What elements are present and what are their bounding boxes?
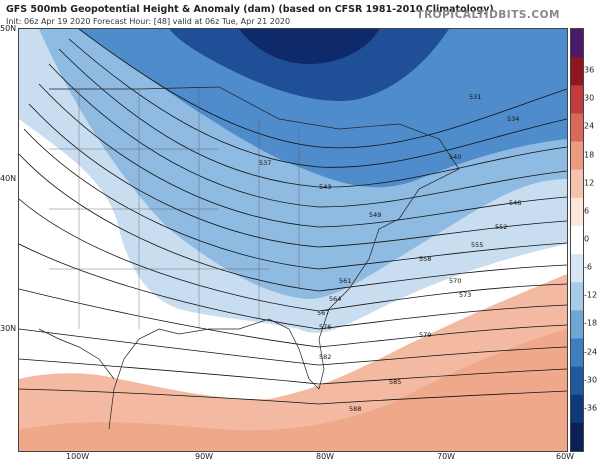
contour-label: 588	[349, 405, 361, 413]
colorbar-swatches	[571, 29, 583, 452]
contour-label: 537	[259, 159, 271, 167]
colorbar-swatch	[571, 225, 583, 255]
contour-label: 573	[459, 291, 471, 299]
colorbar-tick-label: 12	[584, 178, 595, 188]
height-contours	[19, 29, 567, 405]
colorbar-tick-label: 6	[584, 206, 590, 216]
anomaly-dark-blue	[169, 29, 449, 101]
colorbar-tick-label: -12	[584, 290, 598, 300]
contour-label: 579	[419, 331, 431, 339]
colorbar-tick-label: -30	[584, 375, 598, 385]
contour-label: 564	[329, 295, 341, 303]
colorbar-swatch	[571, 338, 583, 368]
contour-label: 549	[369, 211, 381, 219]
contour-label: 561	[339, 277, 351, 285]
colorbar-swatch	[571, 366, 583, 396]
contour-label: 531	[469, 93, 481, 101]
lon-label-100w: 100W	[66, 452, 90, 461]
colorbar-swatch	[571, 310, 583, 339]
contour-label: 540	[449, 153, 461, 161]
state-borders	[49, 89, 300, 329]
contour-label: 567	[317, 309, 329, 317]
colorbar-tick-label: -6	[584, 262, 592, 272]
colorbar-tick-label: -36	[584, 403, 598, 413]
brand-watermark: TROPICALTIDBITS.COM	[416, 9, 560, 21]
colorbar-swatch	[571, 141, 583, 171]
chart-title: GFS 500mb Geopotential Height & Anomaly …	[6, 4, 494, 15]
lon-label-70w: 70W	[437, 452, 456, 461]
anomaly-darkest-blue	[239, 29, 379, 64]
colorbar-swatch	[571, 254, 583, 283]
colorbar-tick-label: -18	[584, 318, 598, 328]
lon-label-80w: 80W	[316, 452, 335, 461]
contour-label: 576	[319, 323, 331, 331]
colorbar-tick-label: 36	[584, 65, 595, 75]
lat-label-40n: 40N	[0, 174, 17, 183]
colorbar-tick-label: -24	[584, 347, 598, 357]
colorbar-tick-label: 24	[584, 121, 595, 131]
colorbar-swatch	[571, 57, 583, 86]
colorbar-swatch	[571, 169, 583, 199]
contour-label: 555	[471, 241, 483, 249]
colorbar-swatch	[571, 197, 583, 227]
contour-label: 582	[319, 353, 331, 361]
colorbar-tick-label: 30	[584, 93, 595, 103]
contour-label: 534	[507, 115, 519, 123]
contour-label: 558	[419, 255, 431, 263]
map-panel: 531 534 537 540 543 546 549 552 555 558 561 564 567 5…	[18, 28, 568, 452]
lat-label-50n: 50N	[0, 24, 17, 33]
chart-subtitle: Init: 06z Apr 19 2020 Forecast Hour: [48…	[6, 17, 291, 26]
colorbar-swatch	[571, 422, 583, 452]
colorbar-tick-label: 0	[584, 234, 590, 244]
contour-label: 585	[389, 378, 401, 386]
colorbar-swatch	[571, 29, 583, 58]
contour-label: 552	[495, 223, 507, 231]
colorbar-swatch	[571, 282, 583, 311]
colorbar	[570, 28, 584, 452]
colorbar-swatch	[571, 113, 583, 143]
coastlines	[38, 86, 460, 430]
lon-label-60w: 60W	[556, 452, 575, 461]
lat-label-30n: 30N	[0, 324, 17, 333]
colorbar-tick-label: 18	[584, 150, 595, 160]
lon-label-90w: 90W	[195, 452, 214, 461]
contour-label: 570	[449, 277, 461, 285]
contour-label: 543	[319, 183, 331, 191]
colorbar-swatch	[571, 394, 583, 424]
anomaly-light-pink	[19, 329, 567, 451]
colorbar-swatch	[571, 85, 583, 114]
contour-label: 546	[509, 199, 521, 207]
